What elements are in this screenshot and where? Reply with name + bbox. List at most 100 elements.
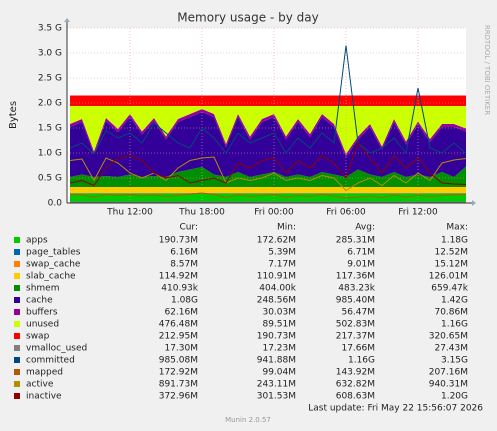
legend-value: 1.42G	[441, 296, 468, 306]
x-tick-label: Fri 00:00	[254, 208, 294, 218]
x-tick-label: Thu 12:00	[106, 208, 153, 218]
legend-value: 56.47M	[341, 308, 375, 318]
legend-value: 476.48M	[159, 320, 198, 330]
legend-label: slab_cache	[26, 272, 76, 282]
legend-value: 248.56M	[257, 296, 296, 306]
side-text: RRDTOOL / TOBI OETIKER	[483, 25, 491, 115]
legend-value: 190.73M	[159, 236, 198, 246]
legend-value: 940.31M	[429, 380, 468, 390]
legend-value: 110.91M	[257, 272, 296, 282]
legend-label: committed	[26, 356, 75, 366]
x-tick-label: Fri 12:00	[398, 208, 438, 218]
legend-value: 17.23M	[262, 344, 296, 354]
legend-header: Min:	[277, 223, 296, 233]
legend-swatch	[14, 309, 20, 315]
y-tick-label: 3.0 G	[38, 49, 62, 59]
legend-value: 9.01M	[347, 260, 375, 270]
legend-value: 320.65M	[429, 332, 468, 342]
legend-value: 483.23k	[338, 284, 375, 294]
legend-value: 985.40M	[336, 296, 375, 306]
legend-value: 1.16G	[441, 320, 468, 330]
legend-value: 891.73M	[159, 380, 198, 390]
y-tick-label: 0.0	[48, 199, 63, 209]
legend-value: 1.20G	[441, 392, 468, 402]
legend-value: 12.52M	[434, 248, 468, 258]
legend-value: 62.16M	[164, 308, 198, 318]
legend-value: 17.66M	[341, 344, 375, 354]
legend-label: inactive	[26, 392, 62, 402]
legend-value: 1.18G	[441, 236, 468, 246]
y-tick-label: 1.0 G	[38, 149, 62, 159]
legend-value: 212.95M	[159, 332, 198, 342]
legend-label: page_tables	[26, 248, 81, 258]
last-update: Last update: Fri May 22 15:56:07 2026	[308, 404, 483, 414]
legend-value: 172.92M	[159, 368, 198, 378]
legend-value: 89.51M	[262, 320, 296, 330]
area	[70, 95, 466, 106]
legend-swatch	[14, 345, 20, 351]
legend-value: 301.53M	[257, 392, 296, 402]
area	[70, 112, 466, 177]
legend-value: 502.83M	[336, 320, 375, 330]
legend-swatch	[14, 369, 20, 375]
legend-header: Avg:	[355, 223, 375, 233]
legend-value: 207.16M	[429, 368, 468, 378]
legend-value: 143.92M	[336, 368, 375, 378]
legend-value: 243.11M	[257, 380, 296, 390]
legend-swatch	[14, 333, 20, 339]
legend-value: 8.57M	[170, 260, 198, 270]
legend-value: 608.63M	[336, 392, 375, 402]
legend-value: 985.08M	[159, 356, 198, 366]
legend-swatch	[14, 285, 20, 291]
legend-value: 30.03M	[262, 308, 296, 318]
legend-swatch	[14, 273, 20, 279]
y-tick-label: 1.5 G	[38, 124, 62, 134]
legend-swatch	[14, 249, 20, 255]
y-tick-label: 0.5 G	[38, 174, 62, 184]
y-tick-label: 2.5 G	[38, 74, 62, 84]
legend-value: 1.16G	[348, 356, 375, 366]
area	[70, 109, 466, 157]
line	[69, 45, 467, 155]
legend-value: 285.31M	[336, 236, 375, 246]
legend-swatch	[14, 321, 20, 327]
legend-label: swap_cache	[26, 260, 81, 270]
legend-value: 15.12M	[434, 260, 468, 270]
area	[70, 106, 466, 154]
legend-label: active	[26, 380, 54, 390]
legend-label: buffers	[26, 308, 58, 318]
legend-value: 117.36M	[336, 272, 375, 282]
legend-value: 99.04M	[262, 368, 296, 378]
line	[69, 156, 467, 192]
legend-header: Cur:	[179, 223, 198, 233]
area	[70, 166, 466, 187]
version: Munin 2.0.57	[225, 416, 271, 424]
legend-swatch	[14, 237, 20, 243]
legend-value: 126.01M	[429, 272, 468, 282]
legend-value: 70.86M	[434, 308, 468, 318]
legend-label: shmem	[26, 284, 59, 294]
legend-value: 114.92M	[159, 272, 198, 282]
line	[69, 192, 467, 199]
legend-value: 217.37M	[336, 332, 375, 342]
y-tick-label: 3.5 G	[38, 24, 62, 34]
legend-value: 190.73M	[257, 332, 296, 342]
chart-title: Memory usage - by day	[177, 11, 318, 25]
area	[70, 187, 466, 193]
legend-value: 3.15G	[441, 356, 468, 366]
legend-value: 659.47k	[431, 284, 468, 294]
legend-label: unused	[26, 320, 59, 330]
legend-value: 941.88M	[257, 356, 296, 366]
line	[69, 141, 467, 187]
legend-header: Max:	[446, 223, 468, 233]
y-tick-label: 2.0 G	[38, 99, 62, 109]
axis-arrow	[64, 18, 70, 22]
x-tick-label: Fri 06:00	[326, 208, 366, 218]
legend-swatch	[14, 261, 20, 267]
legend-value: 6.16M	[170, 248, 198, 258]
y-axis-label: Bytes	[8, 101, 19, 129]
legend-swatch	[14, 381, 20, 387]
legend-value: 632.82M	[336, 380, 375, 390]
legend-value: 6.71M	[347, 248, 375, 258]
